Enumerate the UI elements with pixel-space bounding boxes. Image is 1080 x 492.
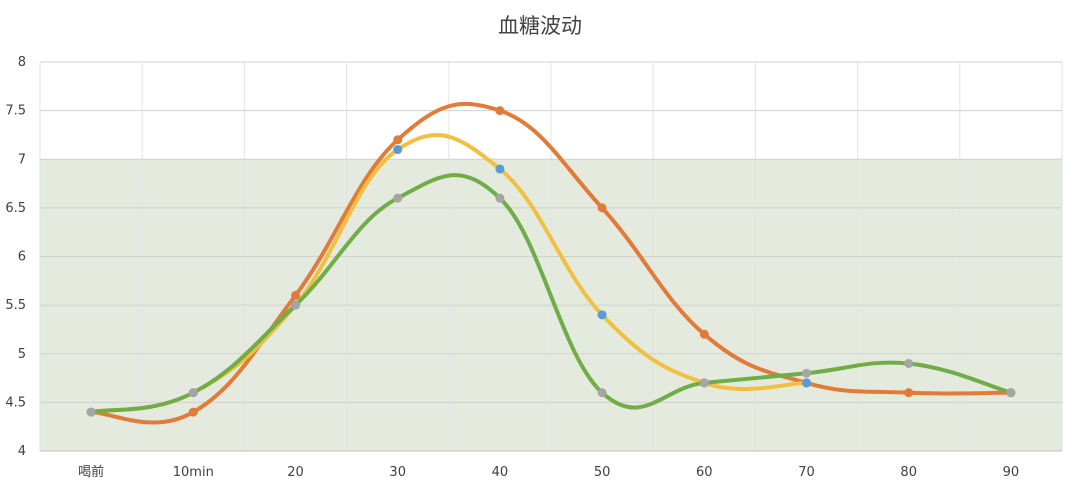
series-2-point [802, 378, 811, 388]
series-1-point [393, 135, 403, 145]
x-tick-label: 80 [900, 465, 917, 480]
y-tick-label: 7.5 [5, 104, 26, 119]
series-1-point [291, 290, 300, 300]
series-1-point [188, 407, 198, 417]
x-tick-label: 30 [389, 465, 406, 480]
x-tick-label: 70 [798, 465, 815, 480]
y-tick-label: 5 [18, 347, 26, 362]
x-tick-label: 20 [287, 465, 304, 480]
series-2-point [495, 164, 505, 174]
series-3-point [291, 300, 300, 310]
y-tick-label: 4 [18, 444, 26, 459]
series-1-point [597, 203, 607, 213]
x-tick-label: 50 [594, 465, 611, 480]
series-2-point [597, 310, 607, 320]
x-tick-label: 60 [696, 465, 713, 480]
y-tick-label: 6 [18, 250, 26, 265]
series-3-point [188, 388, 198, 398]
series-3-point [495, 193, 505, 203]
series-3-line [89, 173, 1013, 415]
series-1-point [495, 106, 505, 116]
y-tick-label: 5.5 [5, 298, 26, 313]
series-1-point [699, 329, 709, 339]
series-3-point [393, 193, 403, 203]
x-tick-label: 喝前 [78, 464, 104, 480]
series-3-point [904, 358, 914, 368]
y-tick-label: 7 [18, 152, 26, 167]
chart-title: 血糖波动 [498, 14, 582, 38]
series-1-line [89, 102, 1013, 425]
series-3-point [1006, 388, 1016, 398]
y-tick-label: 6.5 [5, 201, 26, 216]
y-tick-label: 8 [18, 55, 26, 70]
x-tick-label: 90 [1003, 465, 1020, 480]
x-tick-label: 10min [173, 465, 214, 480]
y-tick-label: 4.5 [5, 395, 26, 410]
series-3-point [597, 388, 607, 398]
series-3-point [802, 368, 811, 378]
series-1-point [904, 388, 914, 398]
x-tick-label: 40 [492, 465, 509, 480]
series-2-point [393, 145, 403, 155]
series-3-point [86, 407, 96, 417]
series-3-point [699, 378, 709, 388]
